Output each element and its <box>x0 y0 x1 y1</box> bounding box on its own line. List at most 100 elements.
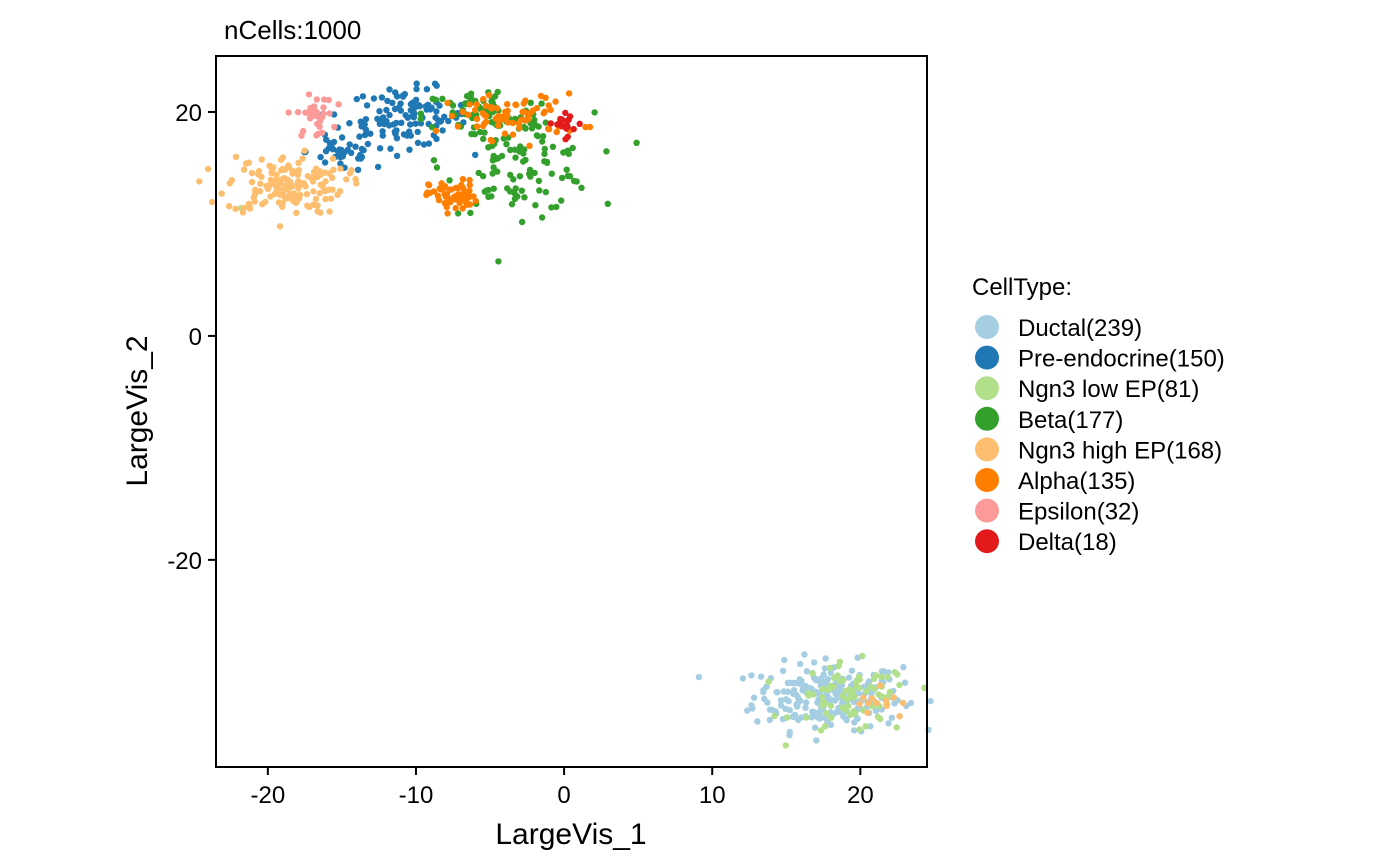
data-point <box>850 727 858 734</box>
data-point <box>294 180 301 187</box>
data-point <box>346 141 353 148</box>
data-point <box>768 706 775 713</box>
data-point <box>921 684 928 691</box>
data-point <box>327 195 335 202</box>
data-point <box>803 668 811 675</box>
data-point <box>538 100 545 107</box>
data-point <box>276 223 284 230</box>
data-point <box>425 140 433 147</box>
data-point <box>545 125 552 132</box>
data-point <box>522 125 529 132</box>
points-layer <box>196 80 934 749</box>
legend: CellType: Ductal(239) Pre-endocrine(150) N… <box>972 274 1225 556</box>
data-point <box>816 678 824 686</box>
data-point <box>790 713 797 721</box>
data-point <box>485 91 493 99</box>
data-point <box>884 673 891 680</box>
data-point <box>427 106 434 113</box>
data-point <box>477 128 484 136</box>
data-point <box>281 175 288 182</box>
data-point <box>287 183 294 190</box>
data-point <box>490 185 497 192</box>
data-point <box>823 710 830 717</box>
data-point <box>441 113 448 121</box>
data-point <box>420 141 428 148</box>
legend-item: Delta(18) <box>975 529 1117 556</box>
data-point <box>840 676 847 684</box>
data-point <box>326 208 333 215</box>
data-point <box>532 202 539 209</box>
data-point <box>480 135 487 143</box>
data-point <box>827 669 834 677</box>
data-point <box>471 131 478 138</box>
data-point <box>851 719 858 726</box>
data-point <box>361 131 369 139</box>
data-point <box>314 120 321 128</box>
data-point <box>744 707 751 714</box>
data-point <box>798 714 805 721</box>
data-point <box>356 133 363 140</box>
plot-panel-border <box>215 55 928 768</box>
data-point <box>803 714 810 721</box>
data-point <box>591 109 598 116</box>
data-point <box>603 148 610 155</box>
data-point <box>856 684 863 692</box>
data-point <box>444 99 451 107</box>
data-point <box>306 108 313 116</box>
data-point <box>565 116 572 124</box>
data-point <box>864 700 872 707</box>
data-point <box>821 665 829 672</box>
data-point <box>338 134 346 141</box>
data-point <box>336 146 343 153</box>
data-point <box>439 95 446 103</box>
data-point <box>883 702 890 709</box>
y-tick-label: -20 <box>167 548 202 575</box>
data-point <box>784 714 791 721</box>
data-point <box>809 670 816 677</box>
data-point <box>822 655 829 662</box>
data-point <box>495 122 502 129</box>
data-point <box>480 122 487 130</box>
legend-item: Pre-endocrine(150) <box>975 345 1225 373</box>
data-point <box>864 709 871 716</box>
data-point <box>515 120 523 127</box>
data-point <box>536 187 543 194</box>
data-point <box>329 155 337 162</box>
data-point <box>257 180 264 187</box>
data-point <box>277 191 284 199</box>
legend-label: Ngn3 high EP(168) <box>1018 437 1222 464</box>
data-point <box>322 178 329 185</box>
data-point <box>535 123 542 130</box>
data-point <box>816 715 823 722</box>
legend-swatch <box>975 468 999 492</box>
data-point <box>872 707 880 714</box>
data-point <box>285 162 292 169</box>
data-point <box>322 195 329 203</box>
data-point <box>757 673 765 680</box>
data-point <box>304 202 311 209</box>
data-point <box>433 108 440 115</box>
data-point <box>843 715 850 723</box>
data-point <box>774 689 781 696</box>
data-point <box>739 675 747 682</box>
data-point <box>471 106 479 114</box>
data-point <box>317 153 324 161</box>
data-point <box>295 185 302 192</box>
data-point <box>320 110 327 117</box>
data-point <box>239 209 247 216</box>
data-point <box>374 163 382 171</box>
data-point <box>494 105 501 112</box>
data-point <box>398 119 405 127</box>
data-point <box>447 198 454 206</box>
data-point <box>386 122 393 129</box>
data-point <box>878 673 885 681</box>
data-point <box>512 101 520 109</box>
legend-item: Beta(177) <box>975 406 1123 434</box>
data-point <box>434 192 442 199</box>
data-point <box>901 679 909 686</box>
data-point <box>885 720 892 727</box>
data-point <box>531 116 538 124</box>
data-point <box>376 145 384 152</box>
y-tick-label: 0 <box>189 324 202 351</box>
